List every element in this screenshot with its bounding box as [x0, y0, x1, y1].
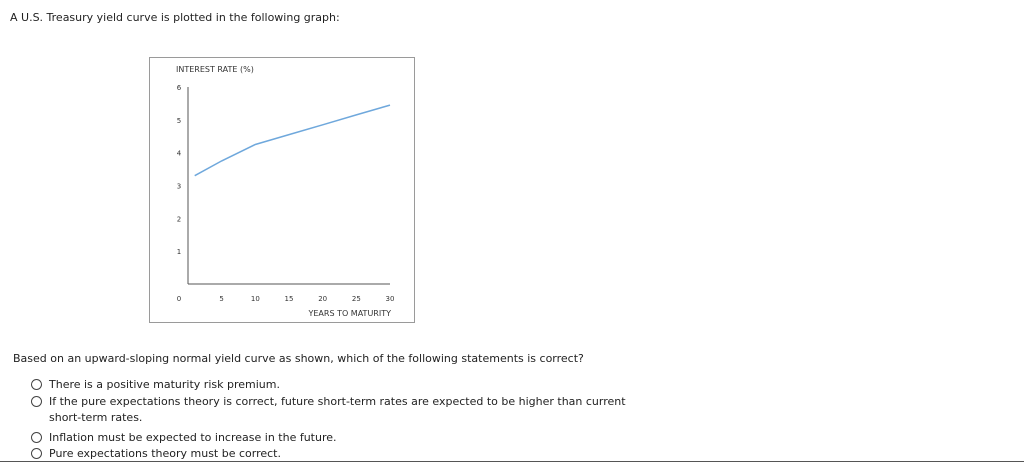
x-tick-label: 5 [219, 295, 223, 303]
yield-curve-chart: INTEREST RATE (%) YEARS TO MATURITY 6 5 4 3 2 1… [149, 57, 415, 323]
y-tick-label: 5 [177, 117, 181, 125]
x-tick-label: 20 [318, 295, 327, 303]
option-2[interactable]: If the pure expectations theory is corre… [31, 394, 631, 427]
bottom-divider [0, 461, 1024, 462]
yield-curve-line [194, 104, 391, 177]
radio-button[interactable] [31, 448, 42, 459]
answer-options: There is a positive maturity risk premiu… [31, 377, 631, 463]
option-3[interactable]: Inflation must be expected to increase i… [31, 430, 631, 447]
radio-button[interactable] [31, 395, 42, 407]
option-label: Inflation must be expected to increase i… [49, 430, 337, 444]
question-text: Based on an upward-sloping normal yield … [13, 352, 584, 365]
option-label: Pure expectations theory must be correct… [49, 447, 281, 460]
y-tick-label: 3 [177, 183, 181, 191]
y-tick-label: 6 [177, 84, 182, 92]
y-tick-label: 2 [177, 215, 181, 223]
option-label: If the pure expectations theory is corre… [49, 394, 626, 425]
x-tick-label: 15 [285, 295, 294, 303]
x-axis-label: YEARS TO MATURITY [307, 309, 391, 318]
origin-label: 0 [177, 295, 181, 303]
option-4[interactable]: Pure expectations theory must be correct… [31, 446, 631, 463]
x-tick-label: 25 [352, 295, 361, 303]
intro-text: A U.S. Treasury yield curve is plotted i… [10, 11, 340, 24]
y-axis-label: INTEREST RATE (%) [176, 65, 254, 74]
chart-svg: INTEREST RATE (%) YEARS TO MATURITY 6 5 4 3 2 1… [176, 65, 395, 318]
y-tick-label: 4 [177, 150, 182, 158]
radio-button[interactable] [31, 379, 42, 390]
option-1[interactable]: There is a positive maturity risk premiu… [31, 377, 631, 394]
x-tick-label: 30 [386, 295, 395, 303]
x-tick-label: 10 [251, 295, 260, 303]
option-label: There is a positive maturity risk premiu… [49, 378, 280, 391]
y-tick-label: 1 [177, 248, 181, 256]
radio-button[interactable] [31, 431, 42, 443]
